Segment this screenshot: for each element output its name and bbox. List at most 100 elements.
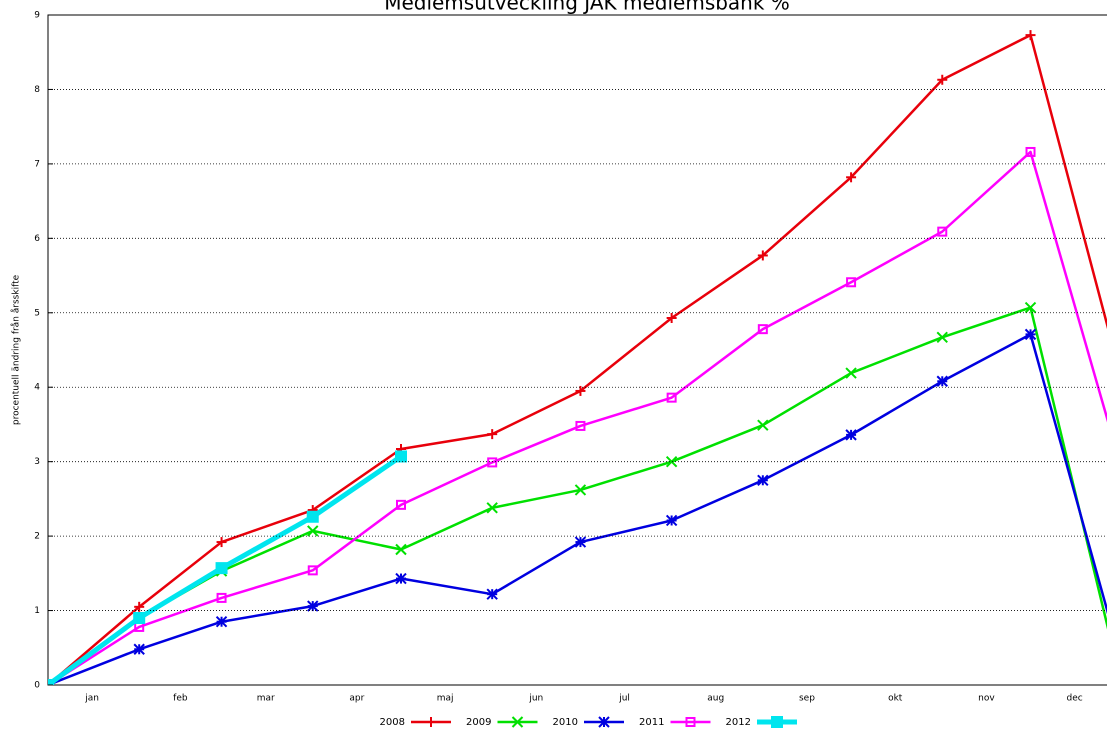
y-tick-label: 7	[34, 159, 40, 169]
marker	[846, 277, 857, 288]
marker	[575, 385, 586, 396]
marker	[511, 716, 524, 728]
marker	[215, 616, 228, 628]
marker	[575, 420, 586, 431]
marker-stroke	[486, 502, 498, 514]
marker-stroke	[133, 643, 145, 655]
marker	[845, 367, 857, 379]
marker	[486, 502, 498, 514]
marker	[937, 226, 948, 237]
marker	[665, 514, 678, 527]
x-tick-label: dec	[1067, 694, 1083, 704]
chart-title: Medlemsutveckling JAK medlemsbank %	[384, 0, 790, 15]
marker	[487, 429, 498, 440]
marker-stroke	[1024, 328, 1037, 341]
marker	[757, 474, 769, 486]
plot-area	[48, 30, 1107, 685]
x-tick-label: jun	[528, 694, 543, 704]
marker	[574, 484, 587, 496]
marker	[936, 375, 948, 387]
y-tick-label: 5	[34, 308, 40, 318]
marker-stroke	[936, 331, 948, 344]
series-line	[48, 33, 1107, 685]
marker-box	[396, 499, 406, 510]
y-tick-label: 2	[34, 532, 40, 542]
y-tick-label: 1	[34, 606, 40, 616]
marker	[395, 543, 407, 556]
marker	[487, 457, 498, 468]
y-tick-label: 4	[34, 383, 40, 393]
marker	[215, 562, 228, 575]
x-tick-label: okt	[888, 694, 903, 704]
marker-stroke	[574, 484, 587, 496]
marker	[757, 324, 768, 335]
x-tick-label: aug	[707, 694, 724, 704]
marker-box	[1025, 146, 1036, 157]
marker	[757, 419, 769, 431]
marker-stroke	[845, 367, 857, 379]
series-line	[48, 150, 1107, 685]
x-tick-label: apr	[349, 694, 364, 704]
marker	[306, 510, 319, 523]
legend-label: 2008	[380, 717, 405, 728]
marker-box	[395, 450, 407, 463]
x-tick-label: mar	[257, 694, 275, 704]
x-tick-label: jan	[84, 694, 99, 704]
series-line	[48, 306, 1107, 685]
marker-box	[685, 717, 696, 727]
marker	[665, 455, 678, 468]
marker	[426, 717, 436, 727]
marker-box	[771, 716, 783, 728]
marker-box	[757, 324, 768, 335]
y-tick-label: 3	[34, 457, 40, 467]
y-tick-label: 0	[34, 681, 40, 691]
marker-stroke	[757, 474, 769, 486]
marker	[1025, 146, 1036, 157]
marker	[846, 172, 857, 183]
marker-box	[846, 277, 857, 288]
x-tick-label: nov	[978, 694, 995, 704]
marker-stroke	[486, 588, 498, 600]
marker-stroke	[307, 525, 319, 537]
marker-stroke	[307, 600, 319, 612]
marker	[685, 717, 696, 727]
marker-stroke	[511, 716, 524, 728]
marker-stroke	[665, 455, 678, 468]
x-tick-label: maj	[437, 694, 454, 704]
marker-stroke	[1024, 301, 1037, 314]
marker	[771, 716, 783, 728]
marker-stroke	[757, 419, 769, 431]
marker-box	[48, 679, 54, 685]
marker	[48, 679, 54, 685]
marker-box	[487, 457, 498, 468]
marker	[307, 525, 319, 537]
marker	[133, 643, 145, 655]
marker-stroke	[395, 572, 407, 585]
marker-stroke	[574, 536, 587, 548]
marker-stroke	[845, 429, 857, 441]
y-tick-label: 8	[34, 85, 40, 95]
marker	[133, 612, 146, 624]
marker	[307, 565, 318, 576]
marker	[216, 537, 227, 548]
marker-stroke	[215, 616, 228, 628]
y-axis-label: procentuell ändring från årsskifte	[11, 274, 22, 425]
marker	[1025, 30, 1036, 41]
legend-label: 2012	[726, 717, 751, 728]
legend-label: 2011	[639, 717, 664, 728]
marker-box	[306, 510, 319, 523]
marker	[757, 250, 768, 261]
marker	[666, 312, 677, 323]
y-tick-label: 6	[34, 234, 40, 244]
marker-stroke	[936, 375, 948, 387]
marker-stroke	[598, 716, 610, 728]
marker-box	[307, 565, 318, 576]
legend-label: 2009	[466, 717, 491, 728]
y-tick-label: 9	[34, 11, 40, 21]
marker-box	[133, 612, 146, 624]
marker	[666, 392, 677, 403]
x-tick-label: feb	[173, 694, 188, 704]
x-tick-label: jul	[618, 694, 630, 704]
marker-box	[666, 392, 677, 403]
